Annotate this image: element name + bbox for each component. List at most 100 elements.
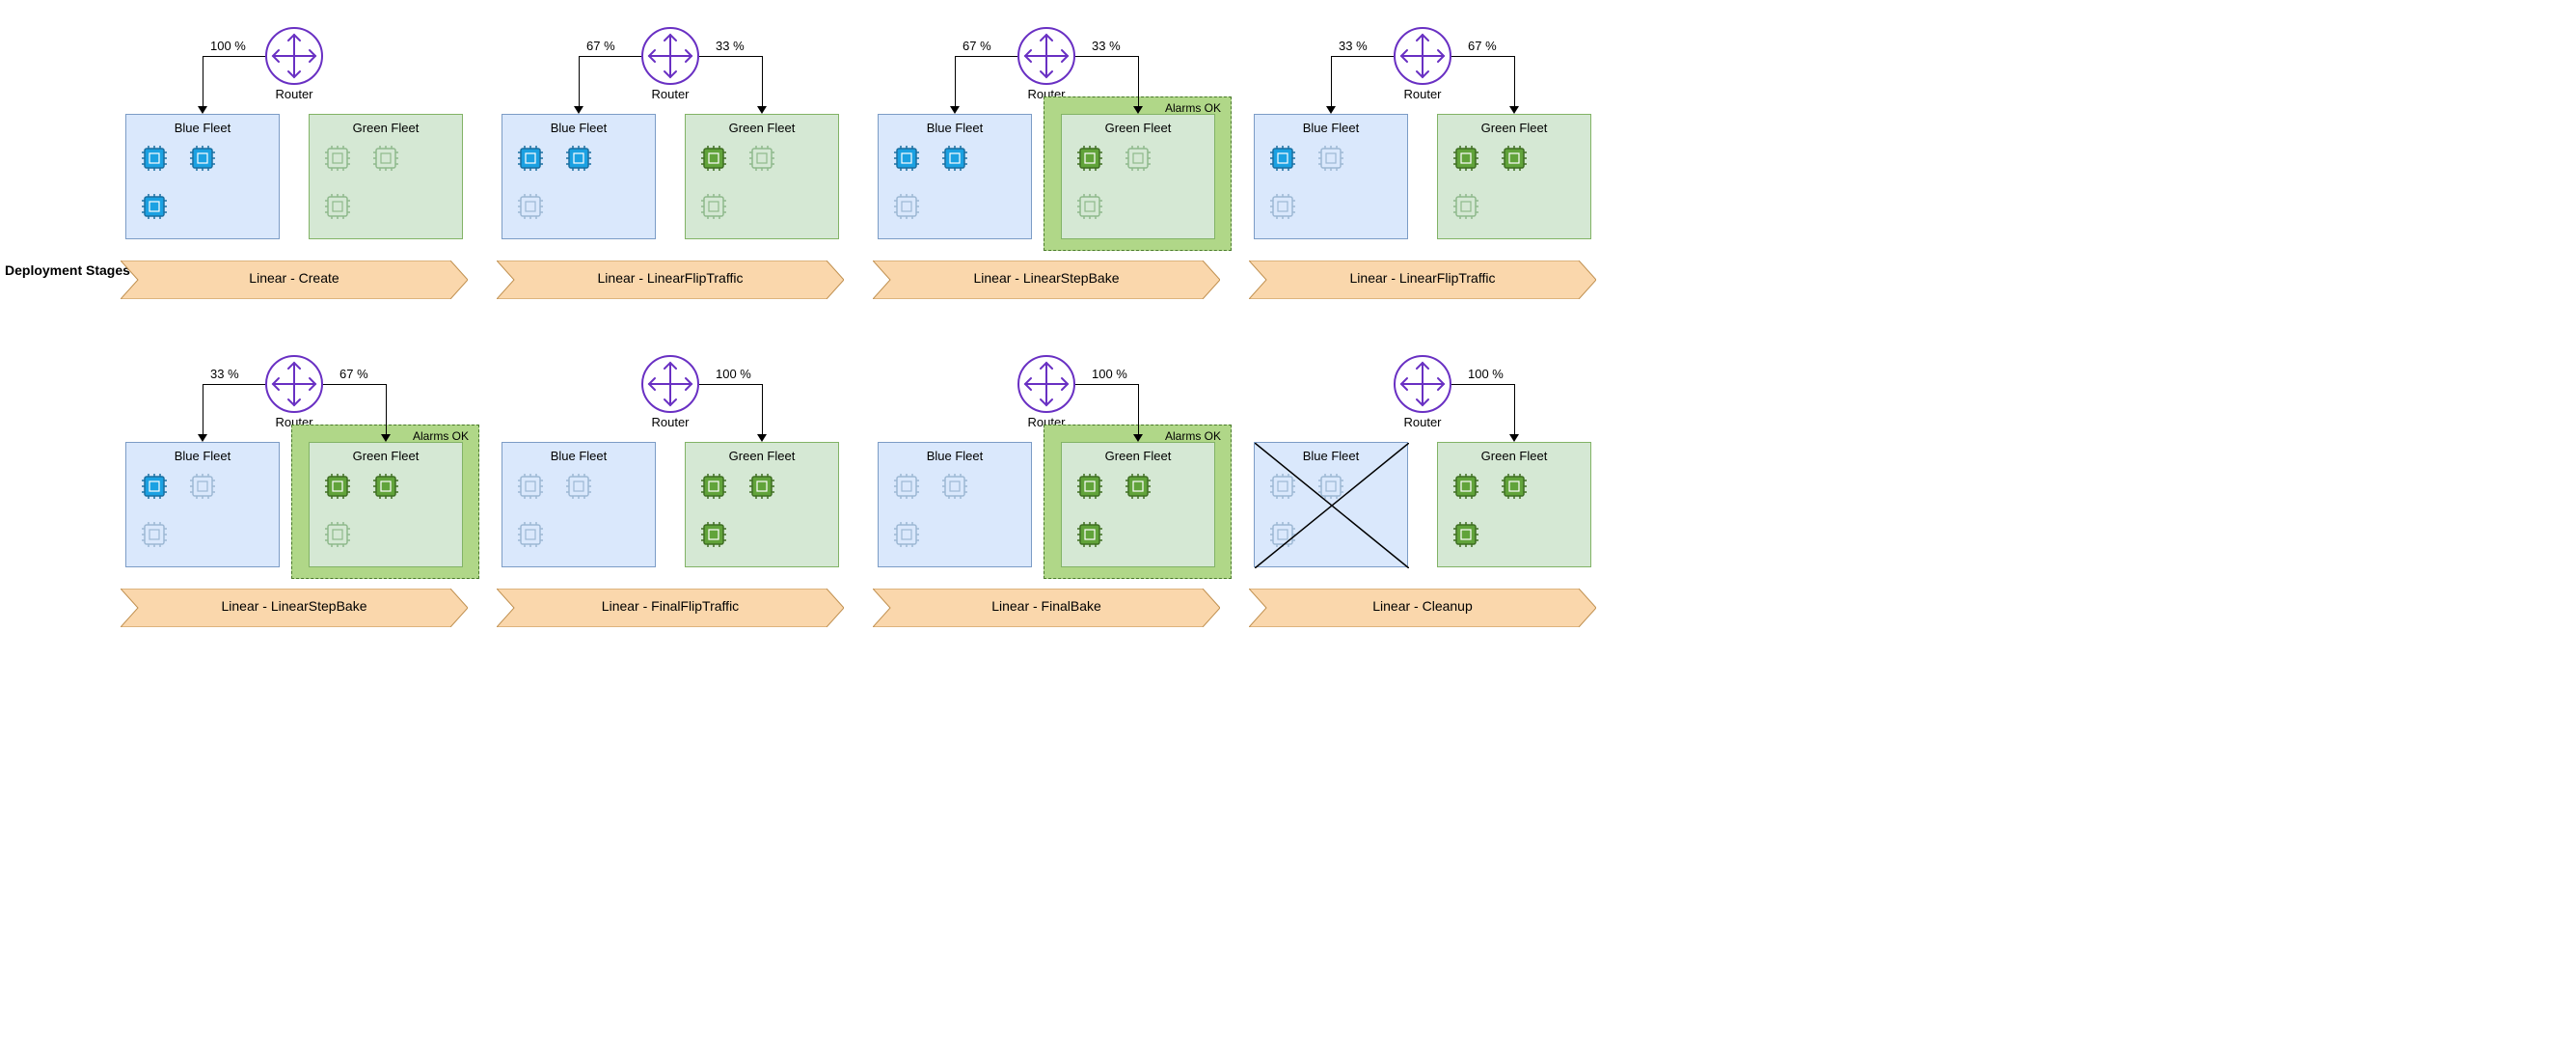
fleet-title: Green Fleet	[1438, 121, 1590, 135]
chip-icon	[323, 520, 352, 549]
traffic-percent: 33 %	[716, 39, 745, 53]
fleet-title: Blue Fleet	[502, 121, 655, 135]
chip-icon	[1075, 472, 1104, 501]
deployment-panel: RouterBlue Fleet Green Fleet	[125, 10, 492, 309]
chip-icon	[564, 144, 593, 173]
chip-icon	[1500, 472, 1529, 501]
traffic-percent: 100 %	[716, 367, 751, 381]
chip-icon	[516, 472, 545, 501]
router-label: Router	[632, 415, 709, 429]
router-icon	[1017, 27, 1075, 85]
chip-icon	[940, 144, 969, 173]
blue-fleet: Blue Fleet	[1254, 442, 1408, 567]
stage-label: Linear - LinearStepBake	[873, 270, 1220, 286]
chip-icon	[323, 192, 352, 221]
traffic-percent: 33 %	[1092, 39, 1121, 53]
chip-icon	[1451, 144, 1480, 173]
stage-label: Linear - Create	[121, 270, 468, 286]
stage-arrow: Linear - Cleanup	[1249, 589, 1596, 627]
deployment-panel: RouterAlarms OKBlue Fleet Green Fleet	[125, 338, 492, 637]
chip-icon	[1075, 520, 1104, 549]
stage-arrow: Linear - LinearFlipTraffic	[1249, 261, 1596, 299]
blue-fleet: Blue Fleet	[125, 442, 280, 567]
chip-icon	[188, 472, 217, 501]
fleet-title: Green Fleet	[310, 449, 462, 463]
blue-fleet: Blue Fleet	[878, 442, 1032, 567]
chip-icon	[516, 144, 545, 173]
chip-icon	[1500, 144, 1529, 173]
stage-arrow: Linear - LinearStepBake	[121, 589, 468, 627]
deployment-panel: Router Blue Fleet Green Fleet	[502, 10, 868, 309]
router-icon	[1017, 355, 1075, 413]
chip-icon	[371, 472, 400, 501]
chip-icon	[1451, 472, 1480, 501]
chip-icon	[188, 144, 217, 173]
chip-icon	[1316, 144, 1345, 173]
blue-fleet: Blue Fleet	[502, 114, 656, 239]
stage-arrow: Linear - LinearFlipTraffic	[497, 261, 844, 299]
chip-icon	[1451, 192, 1480, 221]
section-label: Deployment Stages	[5, 262, 130, 278]
chip-icon	[1075, 144, 1104, 173]
alarm-ok-label: Alarms OK	[413, 429, 469, 443]
fleet-title: Blue Fleet	[502, 449, 655, 463]
alarm-ok-label: Alarms OK	[1165, 429, 1221, 443]
chip-icon	[892, 520, 921, 549]
stage-label: Linear - LinearFlipTraffic	[497, 270, 844, 286]
chip-icon	[1316, 472, 1345, 501]
stage-label: Linear - FinalFlipTraffic	[497, 598, 844, 614]
traffic-percent: 33 %	[1339, 39, 1368, 53]
chip-icon	[1451, 520, 1480, 549]
fleet-title: Green Fleet	[1438, 449, 1590, 463]
chip-icon	[140, 472, 169, 501]
traffic-percent: 100 %	[1092, 367, 1127, 381]
traffic-percent: 67 %	[1468, 39, 1497, 53]
chip-icon	[371, 144, 400, 173]
chip-icon	[1075, 192, 1104, 221]
stage-arrow: Linear - FinalBake	[873, 589, 1220, 627]
stage-label: Linear - Cleanup	[1249, 598, 1596, 614]
traffic-percent: 100 %	[210, 39, 246, 53]
stage-label: Linear - FinalBake	[873, 598, 1220, 614]
fleet-title: Blue Fleet	[879, 121, 1031, 135]
green-fleet: Green Fleet	[685, 114, 839, 239]
green-fleet: Green Fleet	[1437, 114, 1591, 239]
fleet-title: Green Fleet	[1062, 449, 1214, 463]
chip-icon	[1124, 472, 1152, 501]
traffic-percent: 100 %	[1468, 367, 1504, 381]
chip-icon	[1124, 144, 1152, 173]
traffic-percent: 33 %	[210, 367, 239, 381]
chip-icon	[323, 144, 352, 173]
deployment-panel: Router Blue Fleet Green Fleet	[1254, 338, 1620, 637]
router-icon	[641, 27, 699, 85]
chip-icon	[699, 192, 728, 221]
green-fleet: Green Fleet	[309, 442, 463, 567]
stage-arrow: Linear - FinalFlipTraffic	[497, 589, 844, 627]
chip-icon	[516, 192, 545, 221]
chip-icon	[1268, 192, 1297, 221]
green-fleet: Green Fleet	[1437, 442, 1591, 567]
chip-icon	[1268, 520, 1297, 549]
router-icon	[265, 355, 323, 413]
chip-icon	[892, 472, 921, 501]
chip-icon	[140, 192, 169, 221]
chip-icon	[699, 472, 728, 501]
fleet-title: Blue Fleet	[126, 449, 279, 463]
fleet-title: Blue Fleet	[879, 449, 1031, 463]
deployment-panel: RouterBlue Fleet Green Fleet	[502, 338, 868, 637]
green-fleet: Green Fleet	[1061, 114, 1215, 239]
fleet-title: Green Fleet	[686, 121, 838, 135]
stage-arrow: Linear - Create	[121, 261, 468, 299]
router-icon	[641, 355, 699, 413]
traffic-percent: 67 %	[963, 39, 991, 53]
deployment-panel: RouterAlarms OKBlue Fleet Green Fleet	[878, 10, 1244, 309]
router-icon	[1394, 355, 1451, 413]
router-label: Router	[1384, 415, 1461, 429]
chip-icon	[323, 472, 352, 501]
blue-fleet: Blue Fleet	[878, 114, 1032, 239]
chip-icon	[940, 472, 969, 501]
fleet-title: Blue Fleet	[126, 121, 279, 135]
chip-icon	[892, 192, 921, 221]
router-label: Router	[632, 87, 709, 101]
stage-label: Linear - LinearFlipTraffic	[1249, 270, 1596, 286]
